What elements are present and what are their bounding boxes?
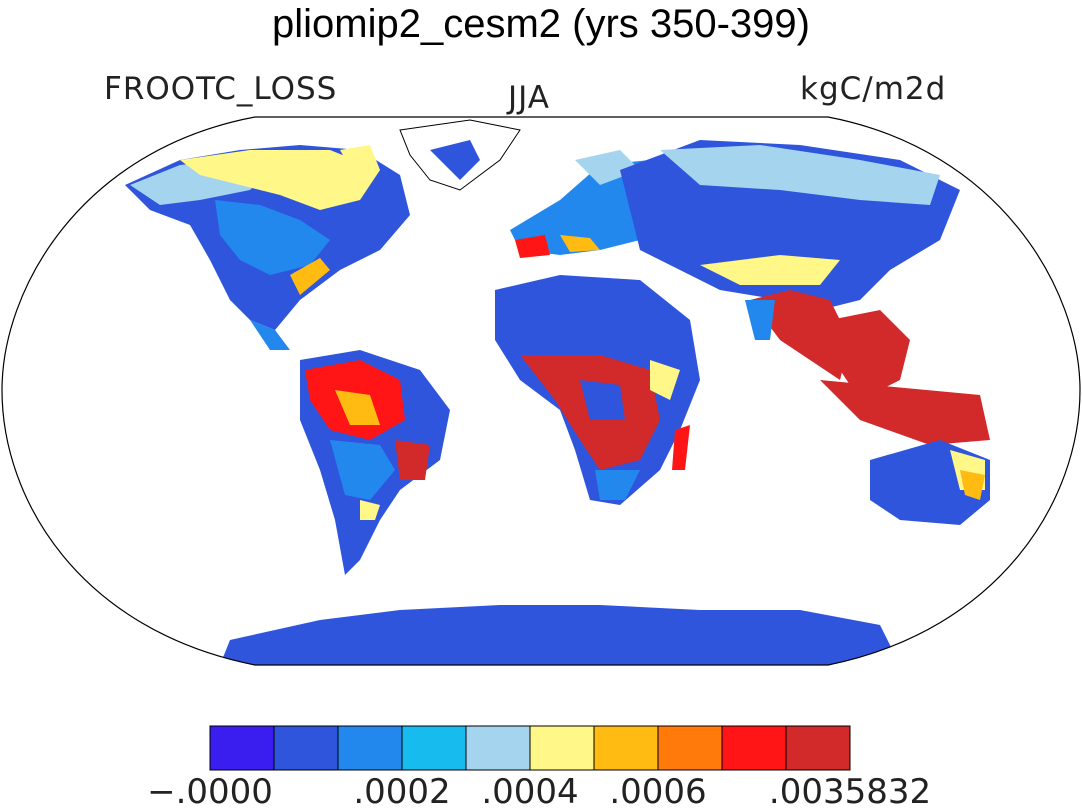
colorbar-swatch [529, 725, 595, 771]
colorbar-swatch [593, 725, 659, 771]
colorbar-swatch [785, 725, 851, 771]
globe-outline [1, 116, 1081, 666]
colorbar-tick-label: −.0000 [147, 772, 273, 812]
world-map [1, 116, 1081, 666]
units-label: kgC/m2d [800, 71, 947, 107]
asia [620, 140, 990, 445]
antarctica [220, 605, 900, 665]
colorbar-swatch [273, 725, 339, 771]
colorbar-swatch [209, 725, 275, 771]
colorbar [209, 725, 851, 771]
colorbar-tick-label: .0004 [481, 772, 579, 812]
south-america [300, 350, 450, 575]
colorbar-swatch [401, 725, 467, 771]
colorbar-swatch [337, 725, 403, 771]
colorbar-swatch [721, 725, 787, 771]
colorbar-tick-label: .0006 [609, 772, 707, 812]
colorbar-swatch [657, 725, 723, 771]
australia [870, 440, 990, 525]
map-title: pliomip2_cesm2 (yrs 350-399) [271, 2, 810, 46]
variable-label: FROOTC_LOSS [104, 71, 338, 107]
season-label: JJA [508, 80, 550, 116]
europe [510, 150, 660, 258]
colorbar-tick-label: .0002 [353, 772, 451, 812]
colorbar-swatch [465, 725, 531, 771]
colorbar-tick-label: .0035832 [768, 772, 932, 812]
greenland [399, 119, 521, 191]
africa [495, 275, 700, 505]
north-america [125, 145, 410, 350]
